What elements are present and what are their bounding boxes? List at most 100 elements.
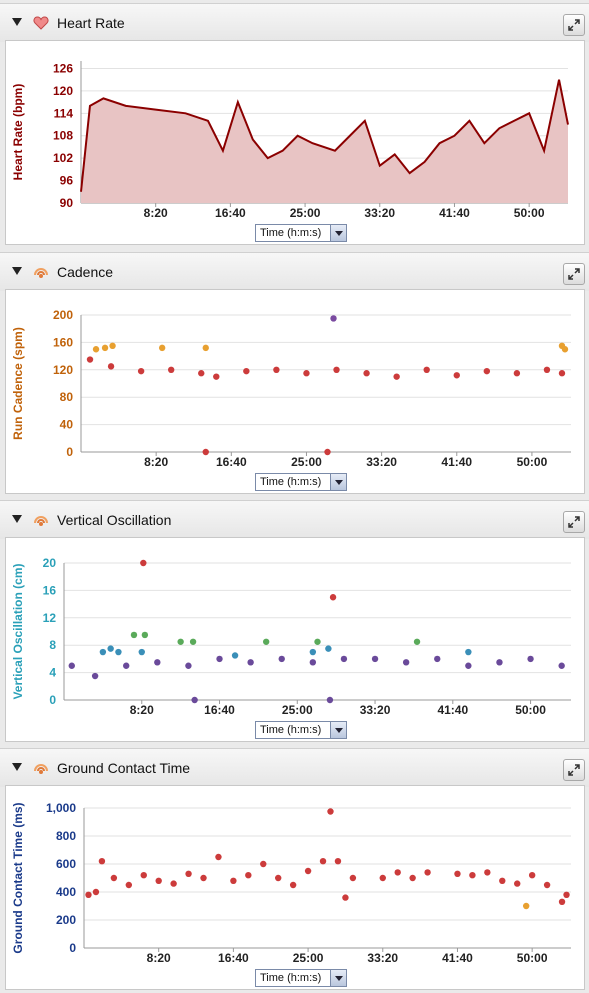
- data-point: [483, 367, 491, 375]
- expand-chart-button[interactable]: [563, 14, 585, 36]
- data-point: [245, 872, 252, 879]
- data-point: [260, 860, 267, 868]
- data-point: [413, 638, 421, 645]
- y-tick-label: 1,000: [46, 801, 76, 815]
- y-tick-label: 160: [53, 335, 73, 349]
- collapse-arrow-icon[interactable]: [12, 18, 22, 26]
- x-tick-label: 8:20: [144, 206, 168, 220]
- data-point: [177, 638, 184, 645]
- y-tick-label: 4: [49, 666, 56, 680]
- data-point: [262, 638, 270, 645]
- data-point: [200, 874, 207, 882]
- y-tick-label: 120: [53, 84, 73, 98]
- expand-chart-button[interactable]: [563, 263, 585, 285]
- collapse-arrow-icon[interactable]: [12, 515, 22, 523]
- vertical-oscillation-chart: 0 4 8 12 16 20 8:20 16:40 25:00 33:20 41:40 50:00 Ve…: [5, 537, 585, 742]
- data-point: [558, 370, 566, 377]
- data-point: [513, 370, 521, 377]
- data-point: [309, 648, 317, 656]
- time-unit-select[interactable]: Time (h:m:s): [255, 473, 347, 491]
- data-point: [109, 342, 116, 350]
- x-tick-label: 50:00: [515, 703, 546, 717]
- ground-contact-time-plot: 0 200 400 600 800 1,000 8:20 16:40 25:00 33:20 41:…: [11, 801, 571, 965]
- y-tick-label: 400: [56, 885, 76, 899]
- chevron-down-icon[interactable]: [330, 225, 346, 241]
- data-point: [528, 872, 536, 879]
- data-point: [167, 366, 175, 373]
- panel-title: Vertical Oscillation: [57, 512, 172, 528]
- data-point: [319, 858, 327, 865]
- data-point: [85, 891, 92, 898]
- y-tick-label: 800: [56, 829, 76, 843]
- data-point: [189, 638, 197, 645]
- y-tick-label: 120: [53, 363, 73, 377]
- data-point: [329, 594, 337, 601]
- data-point: [140, 872, 147, 879]
- data-point: [110, 874, 118, 882]
- data-point: [330, 315, 337, 322]
- y-tick-label: 80: [60, 390, 74, 404]
- data-point: [424, 869, 431, 876]
- x-tick-label: 33:20: [364, 206, 395, 220]
- data-point: [99, 648, 107, 656]
- data-point: [92, 346, 100, 353]
- cadence-plot: 0 40 80 120 160 200 8:20 16:40 25:00 33:20 41:40 50…: [11, 308, 571, 469]
- x-tick-label: 25:00: [291, 455, 322, 469]
- data-point: [349, 874, 357, 882]
- data-point: [423, 366, 430, 373]
- y-tick-label: 20: [43, 556, 57, 570]
- panel-title: Ground Contact Time: [57, 760, 191, 776]
- ground-contact-time-panel-header: Ground Contact Time: [0, 748, 589, 787]
- chevron-down-icon[interactable]: [330, 474, 346, 490]
- heart-icon: [33, 16, 49, 30]
- y-axis-label: Heart Rate (bpm): [11, 84, 25, 181]
- data-point: [107, 363, 115, 370]
- data-point: [465, 662, 472, 669]
- data-point: [213, 373, 220, 380]
- time-unit-select[interactable]: Time (h:m:s): [255, 721, 347, 739]
- data-point: [304, 867, 312, 875]
- data-point: [140, 559, 147, 567]
- data-point: [371, 655, 379, 663]
- chevron-down-icon[interactable]: [330, 722, 346, 738]
- data-point: [98, 858, 106, 865]
- time-unit-select[interactable]: Time (h:m:s): [255, 969, 347, 987]
- data-point: [216, 655, 223, 663]
- y-tick-label: 96: [60, 174, 74, 188]
- expand-chart-button[interactable]: [563, 759, 585, 781]
- running-dynamics-icon: [34, 764, 48, 774]
- x-tick-label: 33:20: [360, 703, 391, 717]
- collapse-arrow-icon[interactable]: [12, 763, 22, 771]
- heart-rate-panel-header: Heart Rate: [0, 3, 589, 42]
- time-unit-select-value: Time (h:m:s): [260, 724, 322, 736]
- y-axis-label: Vertical Oscillation (cm): [11, 563, 25, 699]
- heart-rate-plot: 90 96 102 108 114 120 126 8:20 16:40 25:00 33:20 41…: [11, 61, 569, 220]
- y-tick-label: 40: [60, 418, 74, 432]
- data-point: [155, 877, 162, 884]
- x-tick-label: 41:40: [441, 455, 472, 469]
- data-point: [170, 880, 177, 887]
- x-tick-label: 41:40: [437, 703, 468, 717]
- data-point: [340, 655, 348, 663]
- x-tick-label: 25:00: [282, 703, 313, 717]
- collapse-arrow-icon[interactable]: [12, 267, 22, 275]
- data-point: [86, 356, 94, 363]
- expand-chart-button[interactable]: [563, 511, 585, 533]
- x-tick-label: 41:40: [439, 206, 470, 220]
- chevron-down-icon[interactable]: [330, 970, 346, 986]
- heart-rate-area: [81, 79, 568, 203]
- y-tick-label: 0: [66, 445, 73, 459]
- data-point: [215, 853, 222, 861]
- data-point: [469, 872, 476, 879]
- x-tick-label: 8:20: [130, 703, 154, 717]
- data-point: [309, 659, 317, 666]
- data-point: [496, 659, 503, 666]
- y-tick-label: 0: [69, 941, 76, 955]
- data-point: [409, 874, 416, 882]
- data-point: [278, 655, 285, 663]
- data-point: [289, 881, 297, 889]
- time-unit-select[interactable]: Time (h:m:s): [255, 224, 347, 242]
- y-axis-label: Run Cadence (spm): [11, 327, 25, 440]
- data-point: [314, 638, 321, 645]
- vertical-oscillation-panel-header: Vertical Oscillation: [0, 500, 589, 539]
